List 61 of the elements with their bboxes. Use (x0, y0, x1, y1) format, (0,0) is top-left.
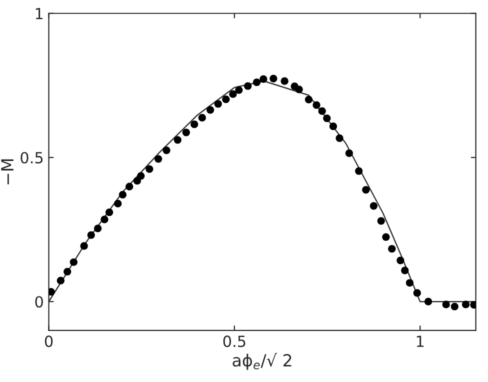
point (270, 74, 278, 82)
point (56, 276, 64, 284)
point (229, 90, 237, 98)
point (222, 95, 230, 104)
point (413, 289, 421, 297)
point (126, 182, 134, 190)
point (114, 200, 122, 208)
point (424, 298, 432, 306)
point (406, 279, 414, 287)
point (442, 300, 450, 308)
x-axis-title: aϕ$_{e}$/√ 2 (232, 352, 292, 370)
point (87, 231, 95, 239)
point (70, 258, 78, 266)
point (198, 114, 206, 122)
point (133, 177, 141, 185)
point (100, 216, 108, 224)
point (295, 86, 303, 94)
point (336, 134, 344, 142)
point (329, 122, 338, 130)
point (462, 300, 470, 308)
point (377, 217, 385, 225)
point (235, 86, 243, 94)
y-tick-label: 0.5 (20, 152, 43, 164)
point (206, 106, 214, 114)
y-tick-label: 1 (36, 8, 43, 20)
x-tick-label: 0.5 (223, 336, 246, 348)
point (154, 155, 162, 163)
point (182, 128, 190, 136)
point (94, 224, 102, 232)
y-tick-label: 0 (35, 296, 43, 308)
point (388, 245, 396, 253)
point (48, 288, 55, 296)
x-tick-label: 0 (44, 336, 53, 348)
point (64, 268, 72, 276)
point (80, 242, 88, 250)
x-tick-label: 1 (416, 336, 424, 347)
point (323, 114, 331, 122)
point (401, 266, 409, 274)
point (190, 120, 198, 128)
point (280, 77, 288, 85)
y-axis-title: −M (1, 159, 14, 184)
point (214, 100, 222, 108)
point (370, 202, 378, 210)
point (162, 146, 170, 154)
point (252, 78, 261, 86)
point (318, 107, 326, 115)
point (382, 233, 390, 241)
point (345, 149, 353, 157)
point (312, 101, 320, 109)
point (106, 208, 114, 216)
point (146, 165, 154, 173)
point (244, 82, 252, 90)
point (362, 186, 370, 194)
point (137, 172, 145, 180)
point (450, 302, 458, 310)
point (396, 256, 404, 264)
point (355, 167, 363, 175)
point (260, 75, 268, 83)
point (304, 96, 313, 104)
point (118, 190, 126, 198)
point (174, 136, 182, 144)
